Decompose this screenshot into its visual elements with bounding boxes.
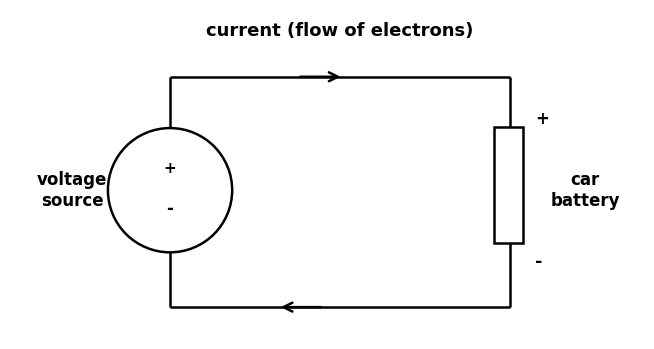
Text: -: -: [167, 200, 173, 218]
Bar: [494, 127, 523, 243]
Text: car
battery: car battery: [551, 171, 620, 210]
Text: current (flow of electrons): current (flow of electrons): [207, 22, 473, 40]
Text: -: -: [535, 253, 542, 271]
Text: voltage
source: voltage source: [37, 171, 107, 210]
Text: +: +: [535, 110, 549, 128]
Text: +: +: [164, 161, 177, 176]
